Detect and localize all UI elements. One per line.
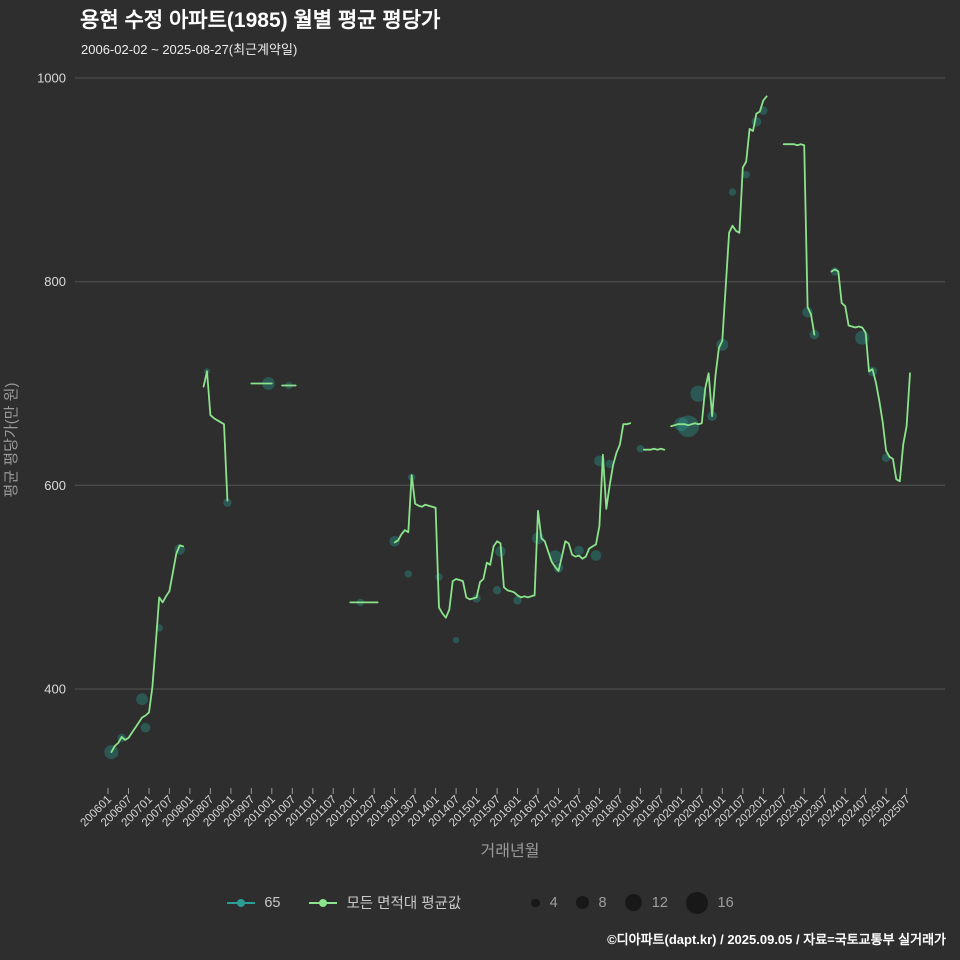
size-legend-item: 4 — [531, 894, 558, 911]
price-line-chart[interactable]: 평균 평당가(만 원) 거래년월 40060080010002006012006… — [0, 0, 960, 868]
svg-text:1000: 1000 — [37, 71, 66, 86]
svg-text:400: 400 — [44, 682, 66, 697]
bubble-size-legend: 4 8 12 16 — [531, 892, 734, 914]
size-legend-circle — [575, 896, 589, 910]
size-legend-label: 4 — [549, 894, 558, 911]
y-axis-label: 평균 평당가(만 원) — [3, 383, 20, 498]
size-legend-circle — [531, 898, 540, 907]
size-legend-item: 12 — [624, 894, 668, 912]
svg-text:600: 600 — [44, 478, 66, 493]
teal-line-dot-icon — [227, 898, 256, 907]
size-legend-item: 16 — [685, 892, 734, 914]
legend-label-average: 모든 면적대 평균값 — [346, 896, 462, 913]
size-legend-circle — [624, 894, 642, 912]
size-legend-item: 8 — [575, 894, 607, 911]
green-line-dot-icon — [309, 898, 338, 907]
chart-subtitle: 2006-02-02 ~ 2025-08-27(최근계약일) — [81, 42, 298, 57]
size-legend-label: 8 — [598, 894, 607, 911]
chart-legend: 65 모든 면적대 평균값 4 8 12 16 — [0, 892, 960, 914]
legend-item-average[interactable]: 모든 면적대 평균값 — [308, 892, 461, 913]
legend-item-65[interactable]: 65 — [226, 895, 280, 911]
size-legend-label: 12 — [651, 894, 668, 911]
svg-text:800: 800 — [44, 274, 66, 289]
footer-credit: ©디아파트(dapt.kr) / 2025.09.05 / 자료=국토교통부 실… — [607, 932, 946, 947]
x-axis-label: 거래년월 — [481, 842, 540, 860]
chart-title: 용현 수정 아파트(1985) 월별 평균 평당가 — [80, 9, 441, 32]
legend-label-65: 65 — [264, 894, 281, 911]
size-legend-label: 16 — [717, 894, 734, 911]
size-legend-circle — [685, 892, 708, 914]
